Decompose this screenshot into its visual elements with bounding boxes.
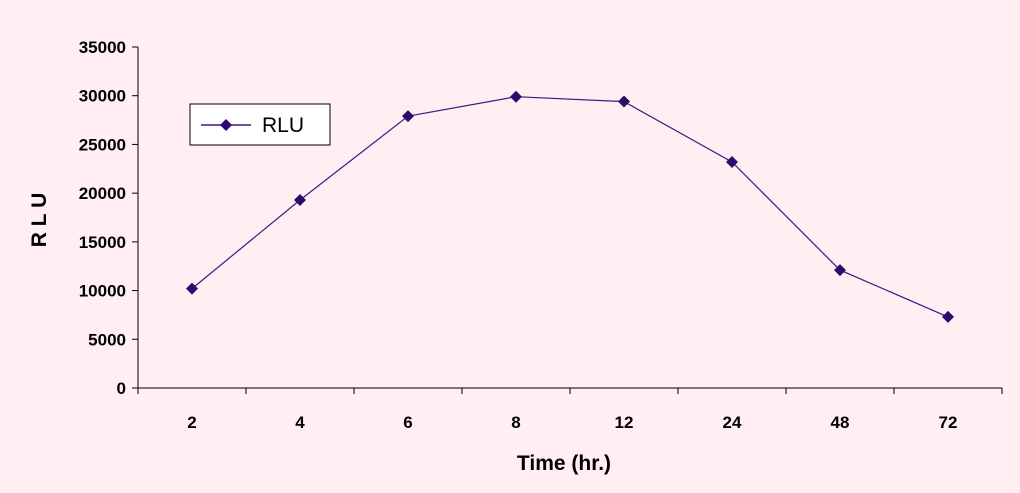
- y-tick-label: 15000: [79, 233, 126, 252]
- data-point: [834, 264, 846, 277]
- x-axis-title: Time (hr.): [517, 452, 611, 475]
- x-tick-label: 4: [295, 413, 305, 432]
- data-point: [186, 282, 198, 295]
- y-tick-label: 5000: [88, 330, 126, 349]
- data-point: [402, 110, 414, 123]
- y-axis-title: R L U: [28, 193, 51, 247]
- data-point: [294, 193, 306, 206]
- x-tick-label: 72: [939, 413, 958, 432]
- y-tick-label: 0: [117, 379, 126, 398]
- legend-label: RLU: [262, 114, 304, 137]
- y-tick-label: 35000: [79, 38, 126, 57]
- series-rlu: [186, 90, 954, 323]
- x-tick-label: 24: [723, 413, 742, 432]
- x-axis: 2 4 6 8 12 24 48 72: [137, 387, 1003, 432]
- y-tick-label: 20000: [79, 184, 126, 203]
- y-tick-label: 25000: [79, 135, 126, 154]
- data-point: [510, 90, 522, 103]
- legend-marker-icon: [220, 119, 232, 131]
- x-tick-label: 12: [615, 413, 634, 432]
- data-point: [726, 155, 738, 168]
- y-axis: 0 5000 10000 15000 20000 25000 30000 35000: [79, 38, 139, 398]
- x-tick-label: 48: [831, 413, 850, 432]
- legend: RLU: [189, 103, 331, 146]
- x-tick-label: 2: [187, 413, 196, 432]
- y-tick-label: 10000: [79, 282, 126, 301]
- x-tick-label: 6: [403, 413, 412, 432]
- data-point: [942, 310, 954, 323]
- series-line: [191, 96, 949, 318]
- data-point: [618, 95, 630, 108]
- y-tick-label: 30000: [79, 87, 126, 106]
- x-tick-label: 8: [511, 413, 520, 432]
